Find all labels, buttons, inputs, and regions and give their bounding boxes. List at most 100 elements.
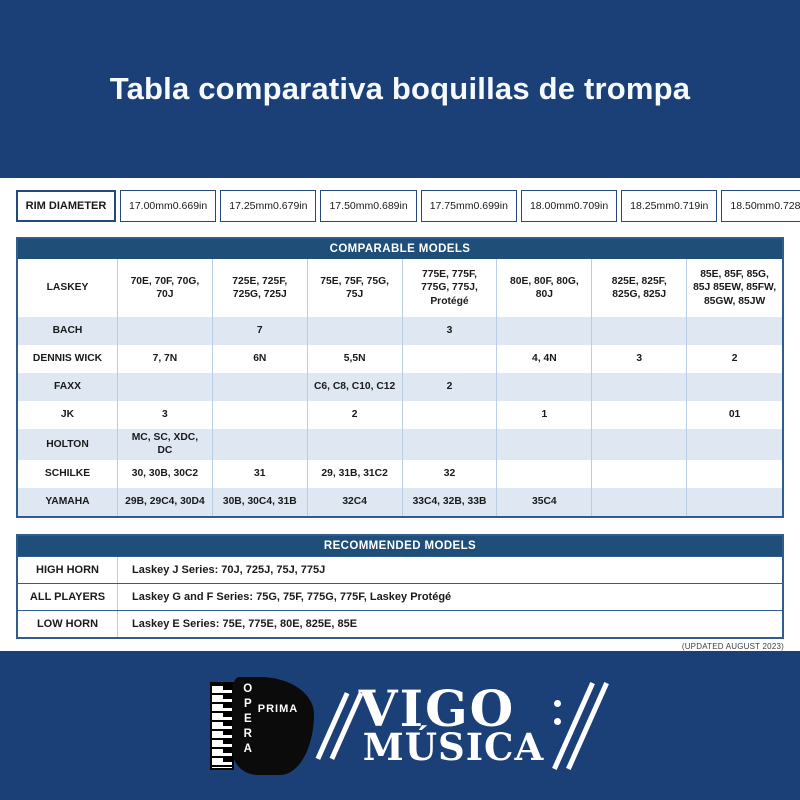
- model-cell: 775E, 775F, 775G, 775J, Protégé: [403, 259, 498, 317]
- table-row-bach: BACH 7 3: [18, 317, 782, 345]
- model-cell: 4, 4N: [497, 345, 593, 373]
- model-cell: 80E, 80F, 80G, 80J: [497, 259, 593, 317]
- logo-opera-text: OPERA: [241, 682, 254, 758]
- model-cell: [592, 429, 688, 460]
- rim-in-value: 0.728in: [774, 200, 800, 212]
- table-row-faxx: FAXX C6, C8, C10, C12 2: [18, 373, 782, 401]
- model-cell: MC, SC, XDC, DC: [118, 429, 213, 460]
- model-cell: [213, 401, 308, 429]
- rim-in-value: 0.689in: [373, 200, 408, 212]
- brand-cell: LASKEY: [18, 259, 118, 317]
- player-type-cell: ALL PLAYERS: [18, 583, 118, 610]
- recommended-models-title: RECOMMENDED MODELS: [18, 535, 782, 556]
- model-cell: 35C4: [497, 487, 593, 516]
- logo-prima-text: PRIMA: [257, 702, 299, 715]
- model-cell: [687, 488, 782, 516]
- rim-diameter-row: RIM DIAMETER 17.00mm 0.669in 17.25mm 0.679…: [16, 190, 800, 222]
- model-cell: [687, 373, 782, 401]
- table-row-holton: HOLTON MC, SC, XDC, DC: [18, 429, 782, 460]
- model-cell: 33C4, 32B, 33B: [403, 487, 498, 516]
- rim-size-cell: 18.25mm 0.719in: [621, 190, 718, 222]
- rim-size-cell: 17.25mm 0.679in: [220, 190, 317, 222]
- rim-in-value: 0.679in: [273, 200, 308, 212]
- model-cell: 3: [592, 345, 688, 373]
- model-cell: 5,5N: [308, 345, 403, 373]
- model-cell: 31: [213, 459, 308, 488]
- double-slash-icon: [552, 679, 610, 773]
- model-cell: [403, 429, 498, 460]
- brand-cell: SCHILKE: [18, 459, 118, 488]
- model-cell: 32: [403, 459, 498, 488]
- model-cell: 29, 31B, 31C2: [308, 459, 403, 488]
- model-cell: 85E, 85F, 85G, 85J 85EW, 85FW, 85GW, 85J…: [693, 268, 777, 307]
- model-cell: [213, 373, 308, 401]
- model-cell: [592, 317, 688, 345]
- rim-mm-value: 17.75mm: [429, 200, 474, 212]
- rim-mm-value: 17.50mm: [329, 200, 374, 212]
- table-row-low-horn: LOW HORN Laskey E Series: 75E, 775E, 80E…: [18, 609, 782, 637]
- rim-in-value: 0.699in: [473, 200, 508, 212]
- model-cell: C6, C8, C10, C12: [308, 373, 403, 401]
- table-row-jk: JK 3 2 1 01: [18, 401, 782, 429]
- content-area: RIM DIAMETER 17.00mm 0.669in 17.25mm 0.679…: [0, 178, 800, 651]
- table-row-all-players: ALL PLAYERS Laskey G and F Series: 75G, …: [18, 582, 782, 610]
- model-cell: [497, 373, 593, 401]
- model-cell: [687, 429, 782, 460]
- model-cell: 29B, 29C4, 30D4: [118, 487, 213, 516]
- rim-mm-value: 18.50mm: [730, 200, 775, 212]
- model-cell: 30, 30B, 30C2: [118, 459, 213, 488]
- model-cell: [213, 429, 308, 460]
- rim-in-value: 0.719in: [673, 200, 709, 212]
- model-cell: 70E, 70F, 70G, 70J: [118, 259, 213, 317]
- table-row-schilke: SCHILKE 30, 30B, 30C2 31 29, 31B, 31C2 3…: [18, 459, 782, 488]
- model-cell: 75E, 75F, 75G, 75J: [308, 259, 403, 317]
- brand-wordmark: VIGO MÚSICA: [315, 679, 610, 773]
- model-cell: 7, 7N: [118, 345, 213, 373]
- model-cell: [403, 345, 498, 373]
- brand-cell: YAMAHA: [18, 487, 118, 516]
- brand-cell: JK: [18, 401, 118, 429]
- model-cell: [497, 459, 593, 488]
- brand-line-vigo: VIGO: [358, 679, 516, 739]
- updated-date-note: (UPDATED AUGUST 2023): [681, 641, 784, 651]
- recommended-models-table: RECOMMENDED MODELS HIGH HORN Laskey J Se…: [16, 533, 784, 639]
- rim-mm-value: 17.00mm: [129, 200, 173, 212]
- model-cell: 725E, 725F, 725G, 725J: [213, 259, 308, 317]
- model-cell: 3: [403, 317, 498, 345]
- model-cell: [497, 429, 593, 460]
- rim-size-cell: 17.75mm 0.699in: [420, 190, 517, 222]
- model-cell: [592, 487, 688, 516]
- rim-diameter-label: RIM DIAMETER: [16, 190, 116, 222]
- model-cell: [118, 373, 213, 401]
- model-cell: 30B, 30C4, 31B: [213, 487, 308, 516]
- player-type-cell: HIGH HORN: [18, 556, 118, 583]
- table-row-laskey: LASKEY 70E, 70F, 70G, 70J 725E, 725F, 72…: [18, 259, 782, 317]
- brand-cell: DENNIS WICK: [18, 345, 118, 373]
- rim-size-cell: 17.50mm 0.689in: [320, 190, 417, 222]
- model-cell: 2: [403, 373, 498, 401]
- model-cell: [308, 317, 403, 345]
- table-row-yamaha: YAMAHA 29B, 29C4, 30D4 30B, 30C4, 31B 32…: [18, 487, 782, 516]
- brand-line-musica: MÚSICA: [362, 725, 545, 770]
- model-cell: [687, 460, 782, 488]
- rim-mm-value: 18.00mm: [529, 200, 574, 212]
- recommended-series-cell: Laskey J Series: 70J, 725J, 75J, 775J: [132, 563, 326, 576]
- model-cell: 01: [728, 409, 741, 421]
- brand-cell: BACH: [18, 317, 118, 345]
- model-cell: [308, 429, 403, 460]
- model-cell: 2: [731, 353, 738, 365]
- model-cell: [497, 317, 593, 345]
- model-cell: [592, 373, 688, 401]
- model-cell: [592, 401, 688, 429]
- table-row-high-horn: HIGH HORN Laskey J Series: 70J, 725J, 75…: [18, 555, 782, 583]
- piano-body-icon: OPERA PRIMA: [231, 676, 314, 775]
- model-cell: 1: [497, 401, 593, 429]
- rim-size-cell: 17.00mm 0.669in: [120, 190, 217, 222]
- comparable-models-table: COMPARABLE MODELS LASKEY 70E, 70F, 70G, …: [16, 237, 784, 518]
- model-cell: [592, 459, 688, 488]
- opera-prima-piano-logo: OPERA PRIMA: [209, 676, 314, 775]
- title-band: Tabla comparativa boquillas de trompa: [0, 0, 800, 178]
- model-cell: 7: [213, 317, 308, 345]
- rim-mm-value: 18.25mm: [630, 200, 674, 212]
